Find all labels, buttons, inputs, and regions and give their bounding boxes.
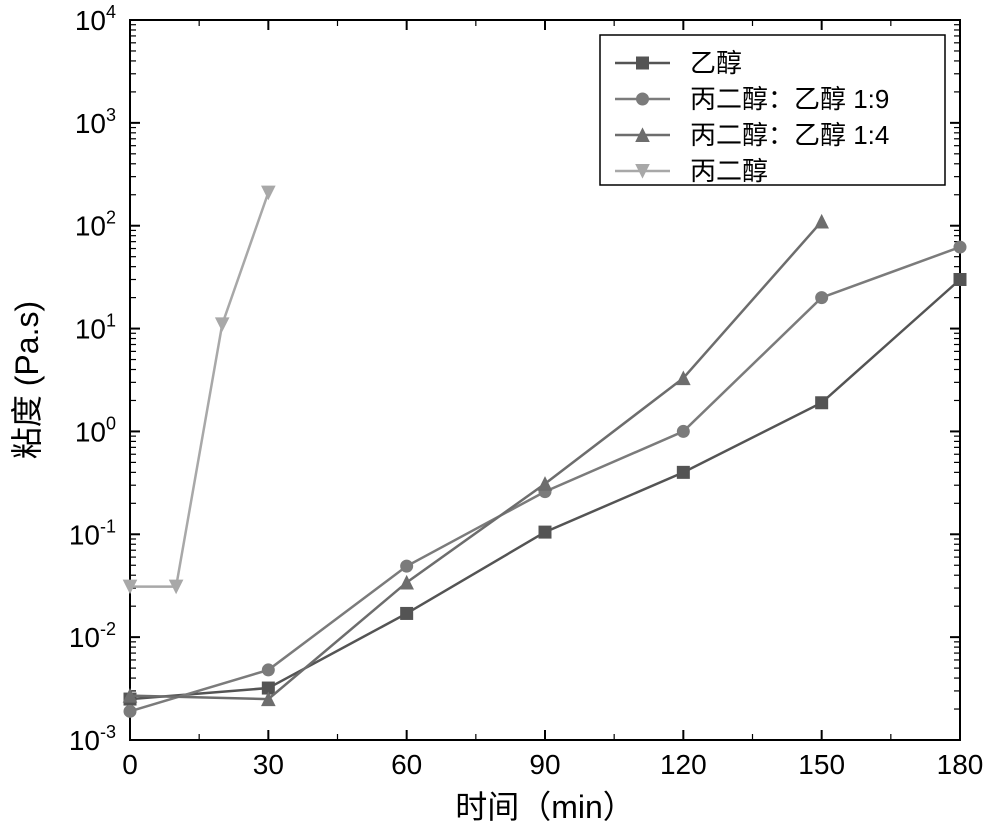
series-2 [124,215,829,706]
y-tick-label: 100 [75,413,116,447]
y-tick-label: 102 [75,208,116,242]
x-axis-title: 时间（min） [455,789,635,825]
y-tick-label: 10-3 [69,722,116,756]
viscosity-vs-time-chart: 0 30 60 90 120 150 180 时间（min） 10-3 10-2 10-1 100 10… [0,0,1000,832]
x-tick-label: 150 [798,749,845,780]
x-tick-label: 60 [391,749,422,780]
y-tick-label: 104 [75,2,116,36]
legend-label: 丙二醇：乙醇 1:4 [690,120,889,150]
legend-label: 丙二醇 [690,156,768,186]
x-tick-label: 90 [529,749,560,780]
x-tick-label: 180 [937,749,984,780]
y-tick-label: 103 [75,105,116,139]
x-tick-label: 120 [660,749,707,780]
y-axis-title: 粘度 (Pa.s) [9,301,45,459]
x-tick-label: 30 [253,749,284,780]
legend-label: 丙二醇：乙醇 1:9 [690,84,889,114]
x-tick-label: 0 [122,749,138,780]
y-tick-label: 101 [75,311,116,345]
y-tick-label: 10-2 [69,619,116,653]
y-tick-label: 10-1 [69,516,116,550]
chart-svg: 0 30 60 90 120 150 180 时间（min） 10-3 10-2 10-1 100 10… [0,0,1000,832]
series-3 [124,186,275,593]
legend-label: 乙醇 [690,48,742,78]
